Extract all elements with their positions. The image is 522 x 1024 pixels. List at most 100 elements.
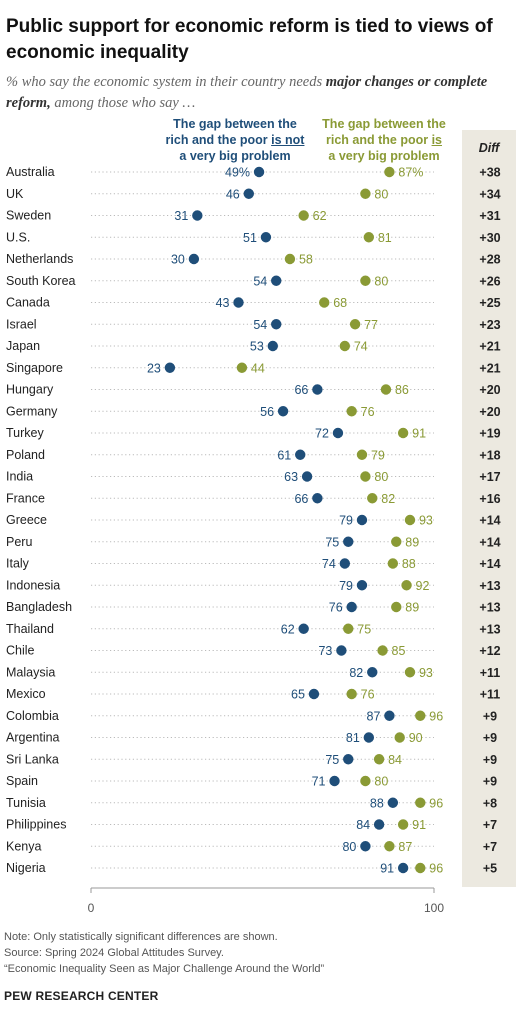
dot-big-problem bbox=[384, 166, 395, 178]
value-label-big-problem: 82 bbox=[381, 492, 395, 506]
footer-notes: Note: Only statistically significant dif… bbox=[4, 929, 324, 977]
dot-big-problem bbox=[360, 188, 371, 199]
value-label-big-problem: 96 bbox=[429, 709, 443, 723]
diff-value: +31 bbox=[479, 209, 500, 223]
diff-value: +20 bbox=[479, 405, 500, 419]
legend-green-line2-text: rich and the poor bbox=[326, 133, 432, 147]
value-label-big-problem: 58 bbox=[299, 253, 313, 267]
value-label-not-big-problem: 82 bbox=[349, 666, 363, 680]
legend-blue-line3: a very big problem bbox=[179, 149, 291, 163]
dot-big-problem bbox=[397, 819, 409, 830]
x-tick-label: 100 bbox=[424, 901, 444, 915]
value-label-not-big-problem: 62 bbox=[281, 622, 295, 636]
diff-value: +14 bbox=[479, 514, 500, 528]
dot-big-problem bbox=[415, 710, 426, 721]
footer-source: Source: Spring 2024 Global Attitudes Sur… bbox=[4, 947, 224, 959]
dot-big-problem bbox=[346, 688, 357, 700]
diff-value: +7 bbox=[483, 840, 497, 854]
diff-value: +13 bbox=[479, 601, 500, 615]
row-label: Tunisia bbox=[6, 796, 46, 810]
footer-report: “Economic Inequality Seen as Major Chall… bbox=[4, 963, 325, 975]
row-label: India bbox=[6, 470, 33, 484]
dot-big-problem bbox=[346, 406, 357, 417]
diff-value: +9 bbox=[483, 709, 497, 723]
dot-not-big-problem bbox=[260, 232, 272, 243]
row-label: Mexico bbox=[6, 687, 46, 701]
row-label: Australia bbox=[6, 165, 55, 179]
value-label-big-problem: 62 bbox=[313, 209, 327, 223]
dot-not-big-problem bbox=[343, 536, 354, 547]
row-label: France bbox=[6, 491, 45, 505]
dot-not-big-problem bbox=[346, 601, 357, 613]
dot-big-problem bbox=[384, 841, 395, 852]
dot-not-big-problem bbox=[356, 514, 368, 526]
value-label-big-problem: 87% bbox=[398, 166, 423, 180]
dot-big-problem bbox=[343, 623, 354, 634]
value-label-not-big-problem: 54 bbox=[253, 318, 267, 332]
chart-title: Public support for economic reform is ti… bbox=[6, 16, 493, 63]
value-label-big-problem: 92 bbox=[416, 579, 430, 593]
diff-value: +13 bbox=[479, 579, 500, 593]
diff-value: +12 bbox=[479, 644, 500, 658]
legend-not-big-problem: The gap between the rich and the poor is… bbox=[160, 116, 310, 164]
row-label: Spain bbox=[6, 774, 38, 788]
value-label-not-big-problem: 84 bbox=[356, 818, 370, 832]
dot-big-problem bbox=[397, 427, 409, 439]
dot-big-problem bbox=[284, 253, 296, 265]
dot-not-big-problem bbox=[298, 623, 309, 634]
value-label-not-big-problem: 30 bbox=[171, 253, 185, 267]
dot-not-big-problem bbox=[387, 797, 399, 808]
row-label: Indonesia bbox=[6, 578, 60, 592]
dot-not-big-problem bbox=[373, 819, 385, 830]
legend-blue-line1: The gap between the bbox=[173, 117, 297, 131]
dot-not-big-problem bbox=[384, 710, 395, 721]
diff-value: +9 bbox=[483, 775, 497, 789]
value-label-big-problem: 80 bbox=[374, 775, 388, 789]
row-label: Canada bbox=[6, 296, 50, 310]
diff-value: +23 bbox=[479, 318, 500, 332]
value-label-not-big-problem: 79 bbox=[339, 579, 353, 593]
diff-column-title: Diff bbox=[478, 141, 500, 155]
legend-big-problem: The gap between the rich and the poor is… bbox=[308, 116, 460, 164]
dot-not-big-problem bbox=[312, 384, 323, 395]
value-label-not-big-problem: 66 bbox=[294, 383, 308, 397]
diff-column-panel bbox=[462, 130, 516, 887]
dot-big-problem bbox=[319, 297, 330, 308]
row-label: U.S. bbox=[6, 230, 30, 244]
value-label-not-big-problem: 79 bbox=[339, 514, 353, 528]
chart-subtitle: % who say the economic system in their c… bbox=[6, 72, 516, 114]
brand-logo-text: PEW RESEARCH CENTER bbox=[4, 989, 159, 1003]
value-label-not-big-problem: 51 bbox=[243, 231, 257, 245]
subtitle-tail: among those who say … bbox=[50, 95, 196, 111]
dot-big-problem bbox=[401, 580, 412, 591]
diff-value: +21 bbox=[479, 361, 500, 375]
value-label-not-big-problem: 81 bbox=[346, 731, 360, 745]
dot-big-problem bbox=[404, 514, 416, 526]
value-label-big-problem: 96 bbox=[429, 862, 443, 876]
value-label-big-problem: 89 bbox=[405, 601, 419, 615]
row-label: Italy bbox=[6, 557, 30, 571]
value-label-not-big-problem: 88 bbox=[370, 796, 384, 810]
value-label-big-problem: 77 bbox=[364, 318, 378, 332]
dot-big-problem bbox=[356, 449, 368, 460]
value-label-big-problem: 93 bbox=[419, 514, 433, 528]
value-label-not-big-problem: 53 bbox=[250, 340, 264, 354]
value-label-big-problem: 80 bbox=[374, 274, 388, 288]
dot-not-big-problem bbox=[267, 340, 278, 352]
dot-big-problem bbox=[298, 210, 309, 221]
subtitle-emphasis: major changes or complete reform, bbox=[6, 74, 488, 111]
row-label: Argentina bbox=[6, 731, 60, 745]
row-label: Chile bbox=[6, 644, 35, 658]
dot-big-problem bbox=[391, 536, 402, 547]
value-label-big-problem: 81 bbox=[378, 231, 392, 245]
dot-big-problem bbox=[367, 493, 378, 504]
value-label-big-problem: 79 bbox=[371, 448, 385, 462]
legend-blue-emphasis: is not bbox=[271, 133, 305, 147]
dot-not-big-problem bbox=[277, 406, 289, 417]
diff-value: +38 bbox=[479, 166, 500, 180]
value-label-big-problem: 91 bbox=[412, 818, 426, 832]
value-label-not-big-problem: 73 bbox=[318, 644, 332, 658]
row-label: Turkey bbox=[6, 426, 44, 440]
row-label: Sri Lanka bbox=[6, 752, 59, 766]
diff-value: +34 bbox=[479, 187, 500, 201]
